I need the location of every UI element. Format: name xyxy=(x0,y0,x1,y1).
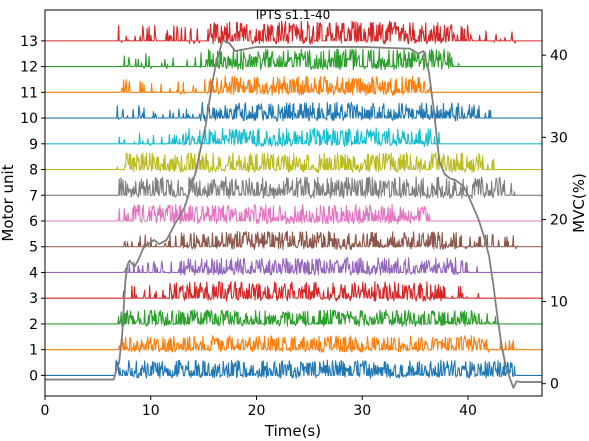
motor-unit-3-trace xyxy=(45,281,542,302)
y-right-tick-label: 0 xyxy=(550,377,559,393)
y-axis-right-label: MVC(%) xyxy=(570,173,588,233)
x-tick-label: 0 xyxy=(41,403,50,419)
y-axis-left-label: Motor unit xyxy=(0,164,17,241)
motor-unit-6-trace xyxy=(45,203,542,225)
motor-unit-1-trace xyxy=(45,335,542,353)
motor-unit-10-trace xyxy=(45,101,542,122)
series-layer xyxy=(45,20,542,379)
y-left-tick-label: 6 xyxy=(29,214,38,230)
x-tick-label: 20 xyxy=(248,403,266,419)
y-left-tick-label: 2 xyxy=(29,317,38,333)
motor-unit-7-trace xyxy=(45,176,542,200)
y-left-tick-label: 13 xyxy=(20,34,38,50)
y-left-tick-label: 10 xyxy=(20,111,38,127)
motor-unit-8-trace xyxy=(45,152,542,174)
y-left-tick-label: 9 xyxy=(29,137,38,153)
x-tick-label: 40 xyxy=(459,403,477,419)
motor-unit-4-trace xyxy=(45,257,542,276)
motor-unit-9-trace xyxy=(45,127,542,147)
y-left-tick-label: 7 xyxy=(29,188,38,204)
y-right-tick-label: 10 xyxy=(550,295,568,311)
x-tick-label: 30 xyxy=(353,403,371,419)
chart-title: IPTS s1.1-40 xyxy=(256,8,330,22)
y-left-tick-label: 8 xyxy=(29,163,38,179)
y-right-tick-label: 40 xyxy=(550,48,568,64)
y-left-tick-label: 11 xyxy=(20,85,38,101)
motor-unit-0-trace xyxy=(45,359,542,379)
y-left-tick-label: 5 xyxy=(29,240,38,256)
y-left-tick-label: 4 xyxy=(29,265,38,281)
y-right-tick-label: 30 xyxy=(550,130,568,146)
motor-unit-5-trace xyxy=(45,230,542,250)
y-left-tick-label: 1 xyxy=(29,343,38,359)
plot-frame xyxy=(44,9,543,397)
force-curve-line xyxy=(45,39,542,389)
motor-unit-12-trace xyxy=(45,48,542,71)
x-tick-label: 10 xyxy=(142,403,160,419)
x-axis-label: Time(s) xyxy=(264,422,321,440)
y-left-tick-label: 3 xyxy=(29,291,38,307)
motor-unit-11-trace xyxy=(45,75,542,96)
force-layer xyxy=(45,39,542,389)
motor-unit-2-trace xyxy=(45,309,542,327)
y-left-tick-label: 0 xyxy=(29,368,38,384)
motor-unit-13-trace xyxy=(45,20,542,45)
y-left-tick-label: 12 xyxy=(20,60,38,76)
y-right-tick-label: 20 xyxy=(550,212,568,228)
